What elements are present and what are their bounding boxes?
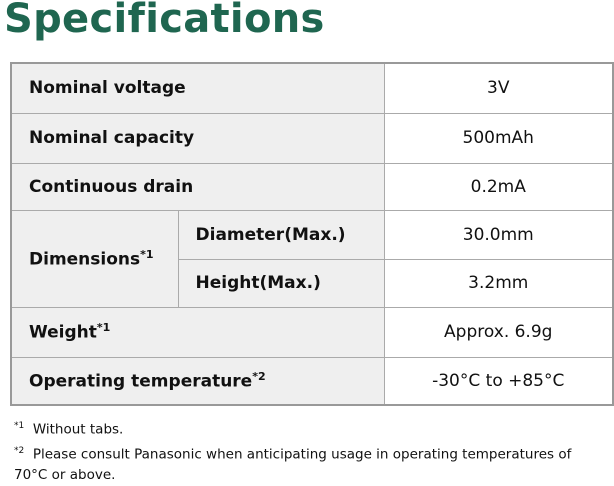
note: *1: [140, 248, 153, 261]
value: 3V: [384, 63, 613, 113]
footnote-text: Please consult Panasonic when anticipati…: [14, 446, 571, 483]
footnote: *2 Please consult Panasonic when anticip…: [14, 441, 606, 486]
note: *1: [97, 321, 110, 334]
value: 0.2mA: [384, 163, 613, 210]
note: *2: [252, 370, 265, 383]
value: 30.0mm: [384, 210, 613, 259]
sub-label: Diameter(Max.): [178, 210, 384, 259]
sub-label: Height(Max.): [178, 259, 384, 307]
label: Operating temperature: [29, 372, 252, 392]
value: -30°C to +85°C: [384, 357, 613, 405]
title: Specifications: [4, 0, 325, 42]
label: Nominal voltage: [11, 63, 384, 113]
label-cell: Weight*1: [11, 307, 384, 357]
row: Operating temperature*2-30°C to +85°C: [11, 357, 613, 405]
value: 500mAh: [384, 113, 613, 163]
label-cell: Dimensions*1: [11, 210, 178, 307]
value: Approx. 6.9g: [384, 307, 613, 357]
footnote: *1 Without tabs.: [14, 416, 606, 441]
footnote-mark: *1: [14, 421, 24, 431]
label: Dimensions: [29, 249, 140, 269]
footnotes: *1 Without tabs. *2 Please consult Panas…: [14, 416, 606, 486]
label: Continuous drain: [11, 163, 384, 210]
label: Nominal capacity: [11, 113, 384, 163]
value: 3.2mm: [384, 259, 613, 307]
label-cell: Operating temperature*2: [11, 357, 384, 405]
footnote-mark: *2: [14, 446, 24, 456]
label: Weight: [29, 323, 97, 343]
footnote-text: Without tabs.: [33, 422, 124, 438]
